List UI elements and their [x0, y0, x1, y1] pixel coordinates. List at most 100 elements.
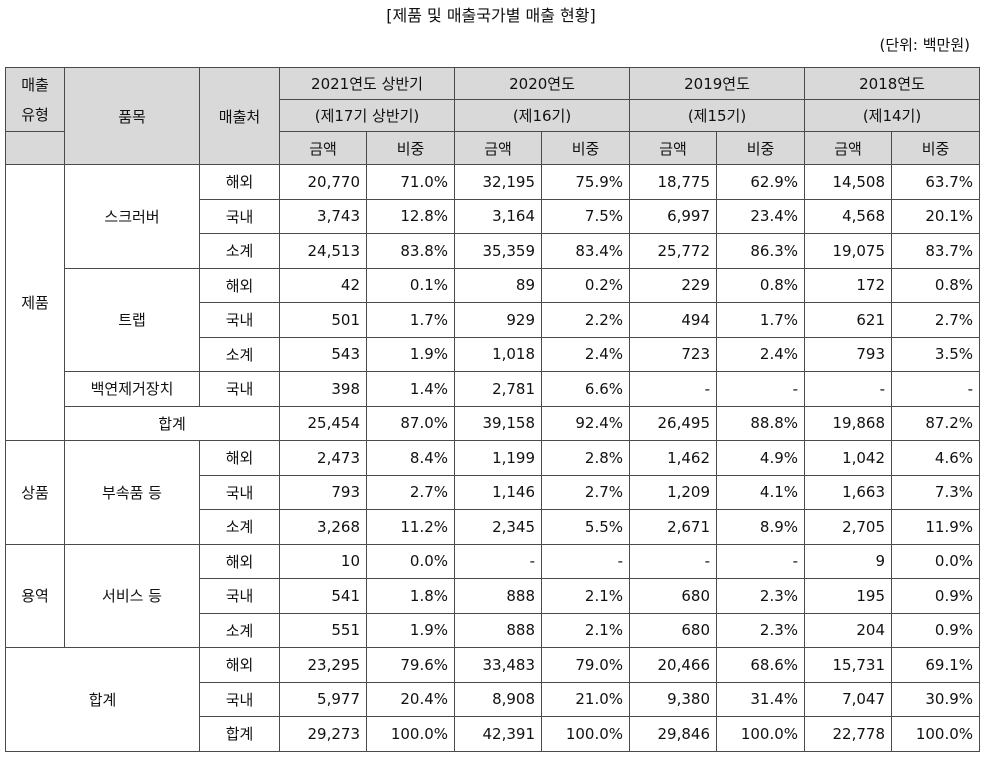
ratio-cell: 100.0% — [541, 716, 631, 752]
amount-cell: 929 — [454, 302, 543, 338]
ratio-cell: 2.4% — [716, 336, 806, 372]
amount-cell: 1,018 — [454, 336, 543, 372]
header-ratio: 비중 — [891, 131, 981, 165]
amount-cell: 25,772 — [629, 233, 718, 269]
table-row: 국내 501 1.7% 929 2.2% 494 1.7% 621 2.7% — [6, 302, 981, 338]
header-sales-type-line1: 매출 — [21, 75, 49, 94]
destination-cell: 국내 — [199, 474, 280, 510]
amount-cell: 229 — [629, 267, 718, 303]
ratio-cell: 23.4% — [716, 198, 806, 234]
ratio-cell: 83.8% — [365, 233, 456, 269]
ratio-cell: 2.1% — [541, 578, 631, 614]
table-row: 소계 24,513 83.8% 35,359 83.4% 25,772 86.3% 19,07… — [6, 233, 981, 269]
table-row-grand-total: 합계 해외 23,295 79.6% 33,483 79.0% 20,466 68.6% 15,… — [5, 647, 981, 752]
destination-cell: 해외 — [199, 164, 280, 200]
ratio-cell: 100.0% — [716, 716, 806, 752]
sales-type-cell: 제품 — [5, 164, 65, 441]
destination-cell: 소계 — [199, 509, 280, 545]
ratio-cell: 87.0% — [365, 405, 456, 441]
ratio-cell: 2.7% — [365, 474, 456, 510]
amount-cell: 20,770 — [279, 164, 367, 200]
destination-cell: 해외 — [199, 440, 280, 476]
amount-cell: 29,846 — [629, 716, 718, 752]
amount-cell: 18,775 — [629, 164, 718, 200]
header-ratio: 비중 — [716, 131, 806, 165]
amount-cell: 22,778 — [804, 716, 893, 752]
ratio-cell: - — [541, 543, 631, 579]
header-period-2018-line2: (제14기) — [804, 99, 981, 132]
ratio-cell: 0.1% — [365, 267, 456, 303]
ratio-cell: 1.7% — [365, 302, 456, 338]
ratio-cell: 12.8% — [365, 198, 456, 234]
ratio-cell: 0.0% — [891, 543, 981, 579]
amount-cell: 42 — [279, 267, 367, 303]
header-period-2021h1-line1: 2021연도 상반기 — [278, 67, 456, 100]
ratio-cell: 20.4% — [365, 681, 456, 717]
amount-cell: 2,781 — [454, 371, 543, 407]
destination-cell: 국내 — [199, 302, 280, 338]
amount-cell: 888 — [454, 612, 543, 648]
amount-cell: 551 — [279, 612, 367, 648]
destination-cell: 소계 — [199, 336, 280, 372]
ratio-cell: 4.9% — [716, 440, 806, 476]
sales-table: 매출 유형 품목 매출처 2021연도 상반기 2020연도 2019연도 20… — [5, 67, 981, 752]
header-ratio: 비중 — [541, 131, 631, 165]
ratio-cell: 0.8% — [716, 267, 806, 303]
table-body: 제품 스크러버 해외 20,770 71.0% 32,195 75.9% 18,775 62.9… — [5, 164, 981, 752]
header-sales-type-blank — [5, 131, 65, 165]
ratio-cell: 7.3% — [891, 474, 981, 510]
ratio-cell: 3.5% — [891, 336, 981, 372]
ratio-cell: 2.3% — [716, 612, 806, 648]
table-row: 소계 551 1.9% 888 2.1% 680 2.3% 204 0.9% — [6, 612, 981, 648]
amount-cell: 20,466 — [629, 647, 718, 683]
header-period-2018-line1: 2018연도 — [804, 67, 981, 100]
ratio-cell: - — [716, 371, 806, 407]
amount-cell: 621 — [804, 302, 893, 338]
amount-cell: 29,273 — [279, 716, 367, 752]
item-name-cell: 부속품 등 — [64, 440, 200, 545]
ratio-cell: 30.9% — [891, 681, 981, 717]
amount-cell: 33,483 — [454, 647, 543, 683]
amount-cell: 888 — [454, 578, 543, 614]
ratio-cell: 5.5% — [541, 509, 631, 545]
ratio-cell: 68.6% — [716, 647, 806, 683]
ratio-cell: 1.8% — [365, 578, 456, 614]
header-amount: 금액 — [279, 131, 367, 165]
ratio-cell: 2.8% — [541, 440, 631, 476]
amount-cell: 494 — [629, 302, 718, 338]
header-item: 품목 — [64, 67, 200, 165]
amount-cell: 543 — [279, 336, 367, 372]
amount-cell: 35,359 — [454, 233, 543, 269]
table-row-grand-total: 국내 5,977 20.4% 8,908 21.0% 9,380 31.4% 7,047 30.… — [6, 681, 981, 717]
amount-cell: 26,495 — [629, 405, 718, 441]
ratio-cell: 6.6% — [541, 371, 631, 407]
ratio-cell: 11.2% — [365, 509, 456, 545]
amount-cell: 723 — [629, 336, 718, 372]
amount-cell: 3,164 — [454, 198, 543, 234]
amount-cell: 501 — [279, 302, 367, 338]
table-row: 소계 543 1.9% 1,018 2.4% 723 2.4% 793 3.5% — [6, 336, 981, 372]
ratio-cell: 100.0% — [891, 716, 981, 752]
amount-cell: 25,454 — [279, 405, 367, 441]
table-row: 소계 3,268 11.2% 2,345 5.5% 2,671 8.9% 2,705 11.9% — [6, 509, 981, 545]
ratio-cell: 0.2% — [541, 267, 631, 303]
header-ratio: 비중 — [365, 131, 456, 165]
ratio-cell: 75.9% — [541, 164, 631, 200]
destination-cell: 소계 — [199, 233, 280, 269]
table-row: 백연제거장치 국내 398 1.4% 2,781 6.6% - - - - — [6, 371, 981, 407]
amount-cell: 195 — [804, 578, 893, 614]
amount-cell: 2,345 — [454, 509, 543, 545]
amount-cell: 1,146 — [454, 474, 543, 510]
header-period-2020-line1: 2020연도 — [454, 67, 631, 100]
amount-cell: 793 — [804, 336, 893, 372]
table-row: 국내 541 1.8% 888 2.1% 680 2.3% 195 0.9% — [6, 578, 981, 614]
ratio-cell: 83.7% — [891, 233, 981, 269]
amount-cell: - — [629, 543, 718, 579]
ratio-cell: 2.2% — [541, 302, 631, 338]
amount-cell: 14,508 — [804, 164, 893, 200]
amount-cell: 1,042 — [804, 440, 893, 476]
amount-cell: 8,908 — [454, 681, 543, 717]
ratio-cell: 2.4% — [541, 336, 631, 372]
table-row: 제품 스크러버 해외 20,770 71.0% 32,195 75.9% 18,775 62.9… — [5, 164, 981, 441]
table-row: 용역 서비스 등 해외 10 0.0% - - - -9 0.0% — [5, 543, 981, 648]
